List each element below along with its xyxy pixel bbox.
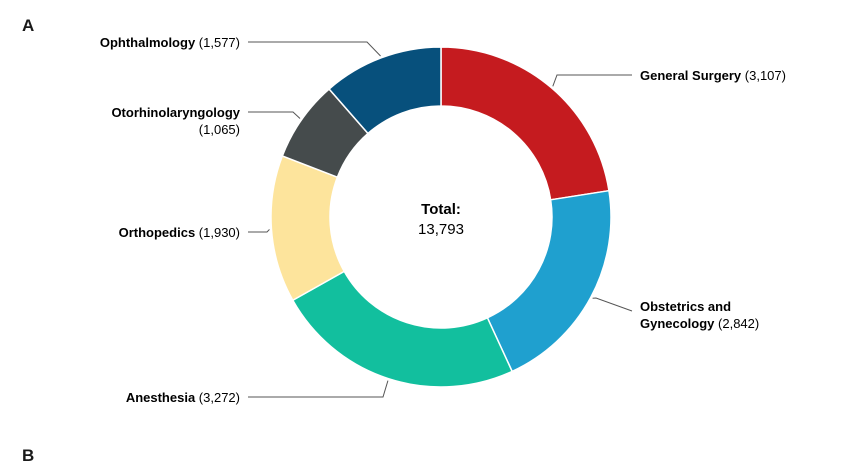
panel-label-a: A bbox=[22, 16, 35, 35]
slice-label-orthopedics: Orthopedics (1,930) bbox=[119, 225, 240, 240]
slice-general-surgery bbox=[440, 46, 610, 201]
slice-label-anesthesia: Anesthesia (3,272) bbox=[126, 390, 240, 405]
total-title: Total: bbox=[421, 201, 461, 218]
slice-labels: General Surgery (3,107) Obstetrics and Gyn… bbox=[100, 35, 786, 405]
slice-anesthesia bbox=[291, 270, 514, 388]
slice-label-otorhinolaryngology: Otorhinolaryngology (1,065) bbox=[111, 105, 240, 137]
leader-lines bbox=[248, 41, 633, 398]
slice-label-ophthalmology: Ophthalmology (1,577) bbox=[100, 35, 240, 50]
slice-label-obstetrics-and-gynecology: Obstetrics and Gynecology (2,842) bbox=[640, 299, 759, 331]
leader-line-orthopedics bbox=[248, 229, 270, 233]
panel-label-b: B bbox=[22, 446, 35, 465]
leader-line-obstetrics-and-gynecology bbox=[592, 297, 633, 312]
leader-line-anesthesia bbox=[248, 380, 389, 398]
leader-line-otorhinolaryngology bbox=[248, 111, 301, 119]
leader-line-general-surgery bbox=[552, 74, 632, 87]
leader-line-ophthalmology bbox=[248, 41, 381, 57]
slice-label-general-surgery: General Surgery (3,107) bbox=[640, 68, 786, 83]
donut-slices bbox=[270, 46, 612, 388]
total-value: 13,793 bbox=[418, 221, 464, 238]
slice-ophthalmology bbox=[328, 46, 442, 135]
slice-obstetrics-and-gynecology bbox=[486, 189, 612, 373]
